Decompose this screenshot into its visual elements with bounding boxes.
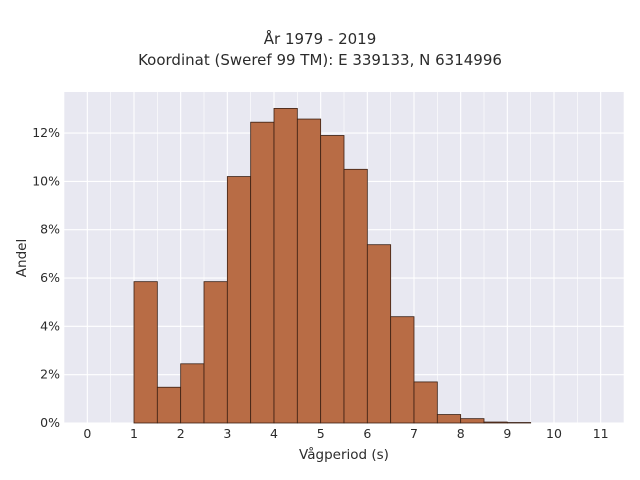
- histogram-bar: [180, 363, 205, 424]
- x-tick-label: 2: [177, 426, 185, 441]
- x-tick-label: 10: [546, 426, 562, 441]
- chart-title: År 1979 - 2019: [263, 30, 377, 48]
- histogram-bar: [133, 281, 158, 424]
- y-tick-label: 10%: [32, 173, 60, 188]
- x-tick-label: 11: [593, 426, 609, 441]
- bars: [133, 108, 532, 424]
- histogram-bar: [366, 244, 392, 424]
- x-axis-label: Vågperiod (s): [299, 447, 389, 463]
- y-tick-label: 6%: [40, 270, 60, 285]
- histogram-bar: [436, 414, 462, 424]
- x-tick-label: 8: [457, 426, 465, 441]
- y-tick-label: 8%: [40, 222, 60, 237]
- histogram-bar: [413, 381, 438, 424]
- y-tick-label: 0%: [40, 415, 60, 430]
- x-tick-label: 9: [503, 426, 511, 441]
- x-axis-ticks: 0 1 2 3 4 5 6 7 8 9 10 11: [83, 426, 608, 441]
- x-tick-label: 3: [223, 426, 231, 441]
- x-tick-label: 7: [410, 426, 418, 441]
- histogram-bar: [296, 118, 322, 424]
- histogram-bar: [460, 418, 485, 424]
- histogram-bar: [390, 316, 415, 424]
- histogram-bar: [203, 281, 228, 424]
- x-tick-label: 1: [130, 426, 138, 441]
- histogram-bar: [483, 421, 508, 424]
- x-tick-label: 4: [270, 426, 278, 441]
- histogram-bar: [320, 135, 345, 424]
- histogram-bar: [226, 176, 252, 424]
- histogram-bar: [343, 168, 368, 424]
- x-tick-label: 5: [317, 426, 325, 441]
- histogram-bar: [250, 121, 275, 424]
- y-tick-label: 2%: [40, 367, 60, 382]
- histogram-bar: [156, 386, 182, 424]
- y-axis-ticks: 0% 2% 4% 6% 8% 10% 12%: [32, 125, 60, 430]
- chart-subtitle: Koordinat (Sweref 99 TM): E 339133, N 63…: [138, 51, 502, 69]
- y-tick-label: 12%: [32, 125, 60, 140]
- y-tick-label: 4%: [40, 318, 60, 333]
- histogram-bar: [273, 108, 298, 424]
- x-tick-label: 0: [83, 426, 91, 441]
- x-tick-label: 6: [363, 426, 371, 441]
- y-axis-label: Andel: [14, 238, 30, 278]
